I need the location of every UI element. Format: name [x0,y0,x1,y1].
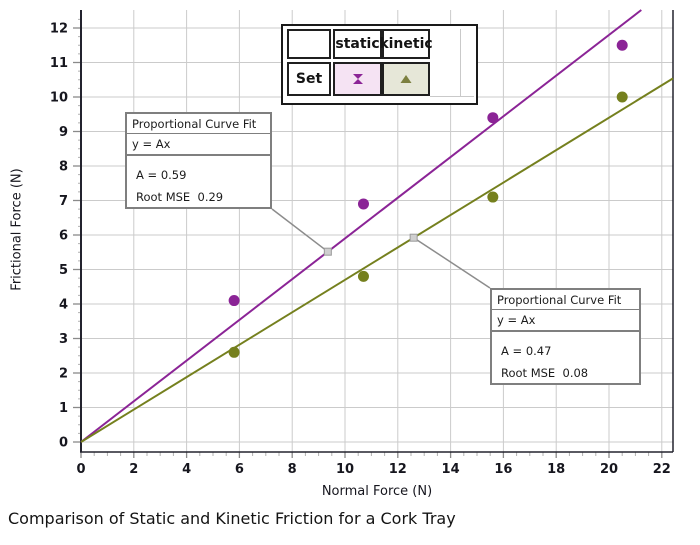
legend-marker-cell-kinetic[interactable] [382,62,430,96]
legend-table: static kinetic Set [281,24,478,105]
x-tick-label: 2 [129,462,138,477]
x-tick-label: 16 [494,462,512,477]
kinetic-fit-line[interactable] [80,77,674,443]
legend-row-label: Set [287,62,331,96]
legend-ghost-divider [460,29,461,96]
data-point-kinetic[interactable] [487,191,499,203]
curve-fit-coefficient: A = 0.59 [136,168,187,182]
legend-column-kinetic[interactable]: kinetic [379,29,433,59]
x-tick-label: 20 [600,462,618,477]
curve-fit-title: Proportional Curve Fit [127,114,270,134]
x-tick-label: 0 [76,462,85,477]
y-tick-label: 12 [50,22,68,37]
triangle-marker-icon [400,75,412,83]
x-tick-label: 10 [336,462,354,477]
y-tick-label: 8 [59,160,68,175]
y-tick-label: 2 [59,367,68,382]
data-point-kinetic[interactable] [228,346,240,358]
legend-column-static[interactable]: static [333,29,382,59]
y-tick-label: 3 [59,332,68,347]
x-axis-title: Normal Force (N) [321,484,433,499]
x-tick-label: 14 [442,462,460,477]
curve-fit-coefficient: A = 0.47 [501,344,552,358]
y-tick-label: 6 [59,229,68,244]
y-tick-label: 7 [59,194,68,209]
curve-fit-box-kinetic[interactable]: Proportional Curve Fit y = Ax A = 0.47 R… [490,288,641,385]
curve-fit-formula: y = Ax [127,134,270,156]
x-tick-label: 4 [182,462,191,477]
curve-fit-rmse: Root MSE 0.29 [136,190,224,204]
y-tick-label: 0 [59,436,68,451]
chart-caption: Comparison of Static and Kinetic Frictio… [8,509,456,528]
hourglass-marker-icon [352,74,363,84]
y-tick-label: 4 [59,298,68,313]
data-point-kinetic[interactable] [357,270,369,282]
data-point-kinetic[interactable] [616,91,628,103]
data-point-static[interactable] [357,198,369,210]
curve-fit-title: Proportional Curve Fit [492,290,639,310]
callout-connector [413,237,491,289]
curve-fit-formula: y = Ax [492,310,639,332]
x-tick-label: 8 [288,462,297,477]
y-tick-label: 9 [59,125,68,140]
x-tick-label: 22 [653,462,671,477]
fit-anchor-handle[interactable] [409,233,418,242]
x-tick-label: 6 [235,462,244,477]
fit-anchor-handle[interactable] [323,247,332,256]
legend-marker-cell-static[interactable] [333,62,382,96]
x-tick-label: 18 [547,462,565,477]
callout-connector [271,208,329,253]
curve-fit-rmse: Root MSE 0.08 [501,366,589,380]
legend-ghost-row-line [430,96,474,97]
legend-corner-cell [287,29,331,59]
static-fit-line[interactable] [80,9,642,443]
y-tick-label: 5 [59,263,68,278]
y-tick-label: 10 [50,91,68,106]
data-point-static[interactable] [228,295,240,307]
curve-fit-box-static[interactable]: Proportional Curve Fit y = Ax A = 0.59 R… [125,112,272,209]
y-tick-label: 1 [59,401,68,416]
y-tick-label: 11 [50,56,68,71]
x-tick-label: 12 [389,462,407,477]
y-axis-title: Frictional Force (N) [9,168,25,291]
data-point-static[interactable] [487,112,499,124]
data-point-static[interactable] [616,39,628,51]
